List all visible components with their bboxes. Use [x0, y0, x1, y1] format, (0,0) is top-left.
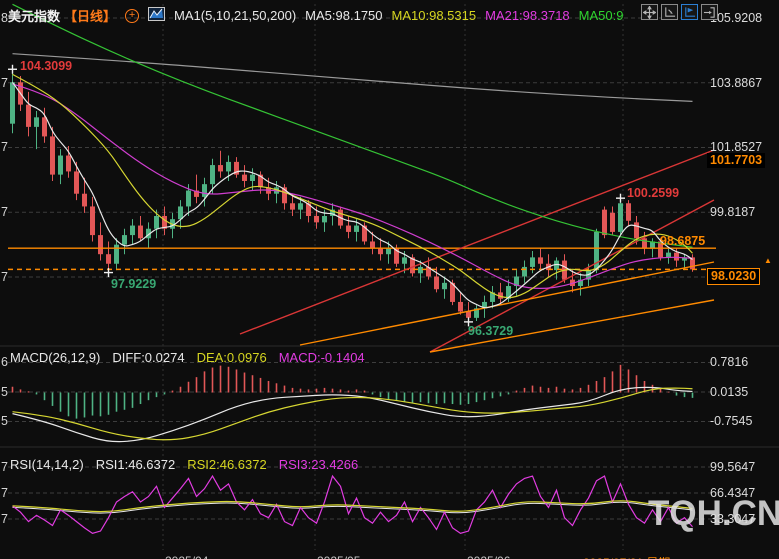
- y-axis-label: 103.8867: [710, 75, 763, 90]
- ma21-value: MA21:98.3718: [485, 8, 570, 23]
- selected-date-label: 2025/07/21 星期一: [583, 554, 682, 559]
- circle-plus-icon[interactable]: +: [125, 8, 140, 23]
- left-axis-digit: 7: [1, 486, 8, 500]
- left-axis-digit: 7: [1, 460, 8, 474]
- y-axis-label: 99.8187: [710, 205, 756, 220]
- chart-header: 美元指数 【日线】 + MA1(5,10,21,50,200) MA5:98.1…: [8, 6, 623, 25]
- price-label-low: 97.9229: [111, 277, 157, 291]
- resistance-price-label: 98.6875: [660, 234, 706, 248]
- symbol-name: 美元指数: [8, 9, 61, 24]
- price-label-high: 104.3099: [20, 59, 73, 73]
- y-axis-label: 0.7816: [710, 355, 749, 370]
- rsi-title: RSI(14,14,2): [10, 457, 84, 472]
- left-axis-digit: 7: [1, 205, 8, 220]
- price-up-arrow-icon: ▲: [764, 256, 772, 265]
- ma5-value: MA5:98.1750: [305, 8, 383, 23]
- y-axis-label: 105.9208: [710, 10, 763, 25]
- rsi2-value: RSI2:46.6372: [187, 457, 267, 472]
- x-axis-label: 2025/05: [317, 554, 360, 559]
- trendline-price-badge: 101.7703: [707, 153, 766, 168]
- ma50-value: MA50:9: [578, 8, 624, 23]
- last-price-badge: 98.0230: [707, 268, 761, 285]
- pan-icon[interactable]: [641, 4, 658, 20]
- price-label-high: 100.2599: [627, 186, 680, 200]
- watermark: TQH.CN: [648, 494, 779, 533]
- left-axis-digit: 6: [1, 355, 8, 370]
- ma-settings: MA1(5,10,21,50,200): [174, 8, 297, 23]
- left-axis-digit: 5: [1, 414, 8, 429]
- period-label: 【日线】: [64, 9, 117, 24]
- rsi3-value: RSI3:23.4266: [278, 457, 359, 472]
- x-axis-label: 2025/06: [467, 554, 510, 559]
- y-axis-label: 99.5647: [710, 460, 756, 474]
- y-axis-label: 33.3047: [710, 512, 756, 526]
- macd-dea-value: DEA:0.0976: [196, 350, 267, 365]
- left-axis-digit: 7: [1, 75, 8, 90]
- left-axis-digit: 7: [1, 269, 8, 284]
- y-axis-label: 66.4347: [710, 486, 756, 500]
- left-axis-digit: 8: [1, 10, 8, 25]
- axis-scale-icon[interactable]: [661, 4, 678, 20]
- x-axis-label: 2025/04: [165, 554, 208, 559]
- rsi-header: RSI(14,14,2) RSI1:46.6372 RSI2:46.6372 R…: [10, 457, 358, 472]
- left-axis-digit: 7: [1, 140, 8, 155]
- y-axis-label: 0.0135: [710, 384, 749, 399]
- price-label-low: 96.3729: [468, 324, 514, 338]
- y-axis-label: -0.7545: [710, 414, 753, 429]
- y-axis-label: 101.8527: [710, 140, 763, 155]
- macd-diff-value: DIFF:0.0274: [112, 350, 185, 365]
- left-axis-digit: 7: [1, 512, 8, 526]
- macd-title: MACD(26,12,9): [10, 350, 101, 365]
- exit-chart-icon[interactable]: [701, 4, 718, 20]
- macd-value: MACD:-0.1404: [278, 350, 365, 365]
- macd-header: MACD(26,12,9) DIFF:0.0274 DEA:0.0976 MAC…: [10, 350, 365, 365]
- chart-type-icon[interactable]: [148, 7, 166, 24]
- rsi1-value: RSI1:46.6372: [95, 457, 176, 472]
- axis-flag-icon[interactable]: [681, 4, 698, 20]
- chart-toolbar: [641, 4, 718, 20]
- left-axis-digit: 5: [1, 384, 8, 399]
- ma10-value: MA10:98.5315: [391, 8, 477, 23]
